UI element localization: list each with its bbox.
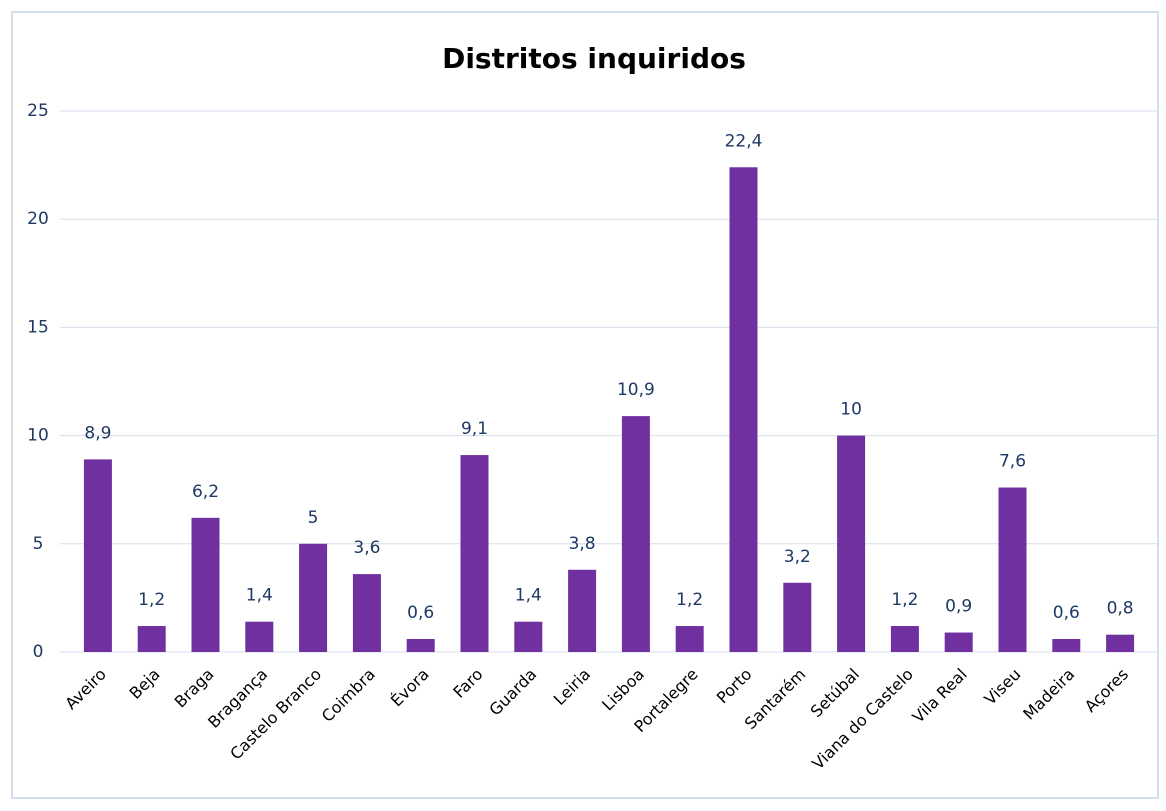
value-label: 0,9 (945, 597, 972, 617)
bar (299, 543, 328, 652)
bar (783, 582, 812, 652)
bar (191, 517, 220, 652)
chart-border (11, 11, 1159, 799)
y-tick-label: 25 (27, 101, 49, 121)
bar (890, 626, 919, 652)
bar (729, 167, 758, 652)
value-label: 1,2 (891, 590, 918, 610)
value-label: 1,4 (515, 586, 542, 606)
bar (568, 569, 597, 652)
value-label: 3,6 (353, 538, 380, 558)
bar (137, 626, 166, 652)
bar (514, 621, 543, 652)
value-label: 8,9 (84, 423, 111, 443)
value-label: 10,9 (617, 380, 655, 400)
chart-title: Distritos inquiridos (442, 42, 746, 75)
value-label: 22,4 (725, 131, 763, 151)
value-label: 7,6 (999, 452, 1026, 472)
value-label: 10 (840, 400, 862, 420)
value-label: 0,8 (1107, 599, 1134, 619)
bar (245, 621, 274, 652)
y-tick-label: 5 (33, 534, 44, 554)
y-tick-label: 15 (27, 317, 49, 337)
bar (837, 435, 866, 652)
bar (406, 639, 435, 652)
y-tick-label: 0 (33, 642, 44, 662)
bar (1052, 639, 1081, 652)
y-tick-label: 10 (27, 426, 49, 446)
bar (352, 574, 381, 652)
value-label: 0,6 (407, 603, 434, 623)
value-label: 1,2 (676, 590, 703, 610)
bar (460, 455, 489, 652)
bar (621, 416, 650, 652)
value-label: 9,1 (461, 419, 488, 439)
bar (1106, 634, 1135, 652)
bar (944, 632, 973, 652)
value-label: 3,2 (784, 547, 811, 567)
value-label: 3,8 (569, 534, 596, 554)
value-label: 6,2 (192, 482, 219, 502)
y-tick-label: 20 (27, 209, 49, 229)
value-label: 0,6 (1053, 603, 1080, 623)
value-label: 1,2 (138, 590, 165, 610)
bar (83, 459, 112, 652)
bar (998, 487, 1027, 652)
value-label: 5 (308, 508, 319, 528)
bar (675, 626, 704, 652)
value-label: 1,4 (246, 586, 273, 606)
